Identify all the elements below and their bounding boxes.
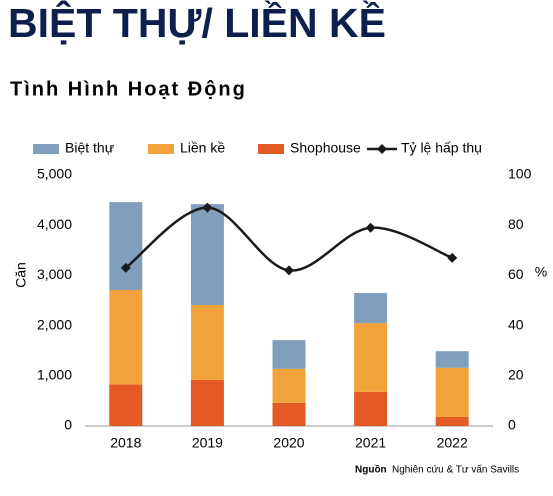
bar-segment	[354, 391, 388, 426]
legend-swatch	[258, 144, 284, 154]
y2-tick-label: 80	[508, 216, 524, 232]
bar-segment	[109, 202, 143, 290]
y-tick-label: 3,000	[37, 266, 72, 282]
bar-segment	[190, 204, 224, 306]
bar-segment	[435, 351, 469, 368]
legend-marker	[377, 144, 387, 154]
x-tick-label: 2019	[192, 435, 223, 451]
bar-segment	[109, 384, 143, 426]
y2-tick-label: 20	[508, 367, 524, 383]
y-axis-label: Căn	[13, 262, 29, 288]
line-marker	[120, 262, 131, 273]
line-marker	[365, 222, 376, 233]
line-marker	[447, 252, 458, 263]
source-label: Nguồn	[355, 464, 387, 476]
bar-segment	[190, 379, 224, 426]
y-tick-label: 4,000	[37, 216, 72, 232]
source-text: Nghiên cứu & Tư vấn Savills	[392, 464, 519, 476]
bar-segment	[272, 340, 306, 369]
x-tick-label: 2022	[437, 435, 468, 451]
legend-label: Biệt thự	[65, 140, 114, 156]
y-tick-label: 5,000	[37, 166, 72, 182]
y2-tick-label: 40	[508, 316, 524, 332]
bar-segment	[109, 289, 143, 385]
y-tick-label: 1,000	[37, 367, 72, 383]
chart-subtitle: Tình Hình Hoạt Động	[10, 78, 247, 100]
x-tick-label: 2018	[110, 435, 141, 451]
x-tick-label: 2021	[355, 435, 386, 451]
y2-tick-label: 100	[508, 166, 532, 182]
legend-label: Tỷ lệ hấp thụ	[401, 140, 482, 156]
line-marker	[284, 265, 294, 276]
line	[125, 206, 453, 272]
legend-swatch	[148, 144, 174, 154]
legend-label: Shophouse	[290, 140, 361, 156]
y2-tick-label: 0	[508, 417, 516, 433]
chart-title: BIỆT THỰ/ LIỀN KỀ	[8, 0, 386, 46]
bar-segment	[190, 305, 224, 380]
legend-swatch	[33, 144, 59, 154]
bar-segment	[435, 367, 469, 417]
y-tick-label: 0	[64, 417, 72, 433]
bar-segment	[354, 292, 388, 324]
bar-segment	[354, 323, 388, 392]
y2-axis-label: %	[535, 264, 547, 280]
bar-segment	[272, 368, 306, 403]
line-marker	[202, 202, 213, 213]
y2-tick-label: 60	[508, 266, 524, 282]
x-tick-label: 2020	[273, 435, 304, 451]
bar-segment	[272, 402, 306, 426]
y-tick-label: 2,000	[37, 316, 72, 332]
bar-segment	[435, 416, 469, 426]
legend-label: Liền kề	[180, 140, 225, 156]
